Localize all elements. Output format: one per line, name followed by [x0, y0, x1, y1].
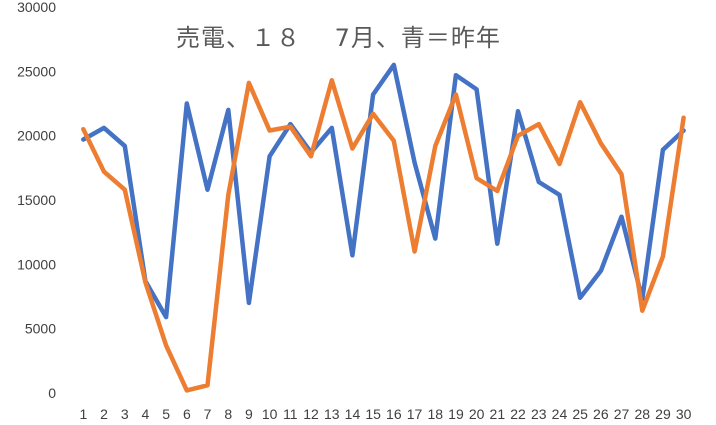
x-tick-label: 24: [552, 406, 568, 422]
x-tick-label: 15: [365, 406, 381, 422]
series-line-2: [81, 78, 686, 393]
x-tick-label: 13: [324, 406, 340, 422]
y-axis: 0 5000 10000 15000 20000 25000 30000: [17, 0, 56, 401]
x-axis: 1 2 3 4 5 6 7 8 9 10 11 12 13 14 15 16 17 18 19 20 21 22 23 24 2…: [79, 406, 691, 422]
x-tick-label: 18: [427, 406, 443, 422]
series-lines: [81, 62, 686, 393]
x-tick-label: 26: [593, 406, 609, 422]
x-tick-label: 7: [204, 406, 212, 422]
x-tick-label: 1: [79, 406, 87, 422]
x-tick-label: 10: [262, 406, 278, 422]
y-tick-label: 25000: [17, 63, 56, 79]
x-tick-label: 29: [655, 406, 671, 422]
x-tick-label: 30: [676, 406, 692, 422]
x-tick-label: 6: [183, 406, 191, 422]
x-tick-label: 16: [386, 406, 402, 422]
chart-title: 売電、１８ 7月、青＝昨年: [176, 24, 501, 52]
y-tick-label: 5000: [25, 321, 56, 337]
x-tick-label: 21: [490, 406, 506, 422]
x-tick-label: 12: [303, 406, 319, 422]
y-tick-label: 30000: [17, 0, 56, 15]
x-tick-label: 25: [572, 406, 588, 422]
x-tick-label: 23: [531, 406, 547, 422]
x-tick-label: 22: [510, 406, 526, 422]
x-tick-label: 19: [448, 406, 464, 422]
x-tick-label: 2: [100, 406, 108, 422]
x-tick-label: 28: [634, 406, 650, 422]
y-tick-label: 0: [48, 385, 56, 401]
x-tick-label: 27: [614, 406, 630, 422]
x-tick-label: 11: [283, 406, 298, 422]
x-tick-label: 4: [142, 406, 150, 422]
y-tick-label: 10000: [17, 256, 56, 272]
x-tick-label: 9: [245, 406, 253, 422]
x-tick-label: 5: [162, 406, 170, 422]
y-tick-label: 15000: [17, 192, 56, 208]
x-tick-label: 20: [469, 406, 485, 422]
y-tick-label: 20000: [17, 128, 56, 144]
x-tick-label: 3: [121, 406, 129, 422]
x-tick-label: 8: [224, 406, 232, 422]
series-line-1: [81, 62, 686, 320]
x-tick-label: 17: [407, 406, 423, 422]
x-tick-label: 14: [345, 406, 361, 422]
